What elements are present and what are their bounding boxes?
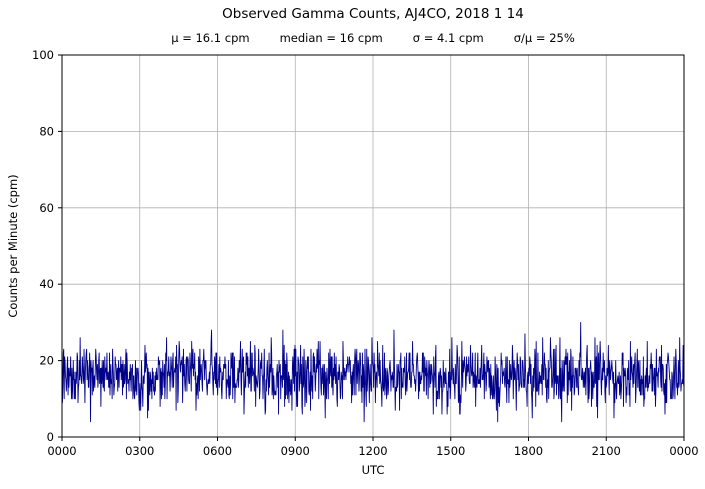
y-tick-label-0: 0 [47, 430, 54, 444]
x-tick-label-0600-2: 0600 [203, 444, 232, 458]
x-tick-label-0000-8: 0000 [669, 444, 698, 458]
y-tick-label-60: 60 [39, 201, 54, 215]
y-tick-label-20: 20 [39, 354, 54, 368]
chart-title: Observed Gamma Counts, AJ4CO, 2018 1 14 [222, 6, 524, 22]
stat-median: median = 16 cpm [279, 31, 383, 45]
stat-sigma: σ = 4.1 cpm [412, 31, 484, 45]
x-tick-label-0300-1: 0300 [125, 444, 154, 458]
plot-border [61, 54, 685, 438]
chart-stats-line: μ = 16.1 cpm median = 16 cpm σ = 4.1 cpm… [62, 31, 684, 45]
y-tick-label-80: 80 [39, 124, 54, 138]
x-tick-label-0900-3: 0900 [281, 444, 310, 458]
x-tick-label-1200-4: 1200 [358, 444, 387, 458]
x-tick-label-0000-0: 0000 [47, 444, 76, 458]
x-tick-label-1500-5: 1500 [436, 444, 465, 458]
x-tick-label-2100-7: 2100 [592, 444, 621, 458]
y-tick-label-40: 40 [39, 277, 54, 291]
y-tick-label-100: 100 [32, 48, 54, 62]
stat-mean: μ = 16.1 cpm [171, 31, 250, 45]
x-axis-label: UTC [361, 463, 385, 477]
x-tick-label-1800-6: 1800 [514, 444, 543, 458]
stat-sigma-over-mu: σ/μ = 25% [513, 31, 575, 45]
data-line-gamma-counts [61, 321, 685, 423]
